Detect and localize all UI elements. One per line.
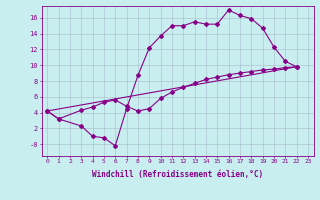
X-axis label: Windchill (Refroidissement éolien,°C): Windchill (Refroidissement éolien,°C): [92, 170, 263, 179]
